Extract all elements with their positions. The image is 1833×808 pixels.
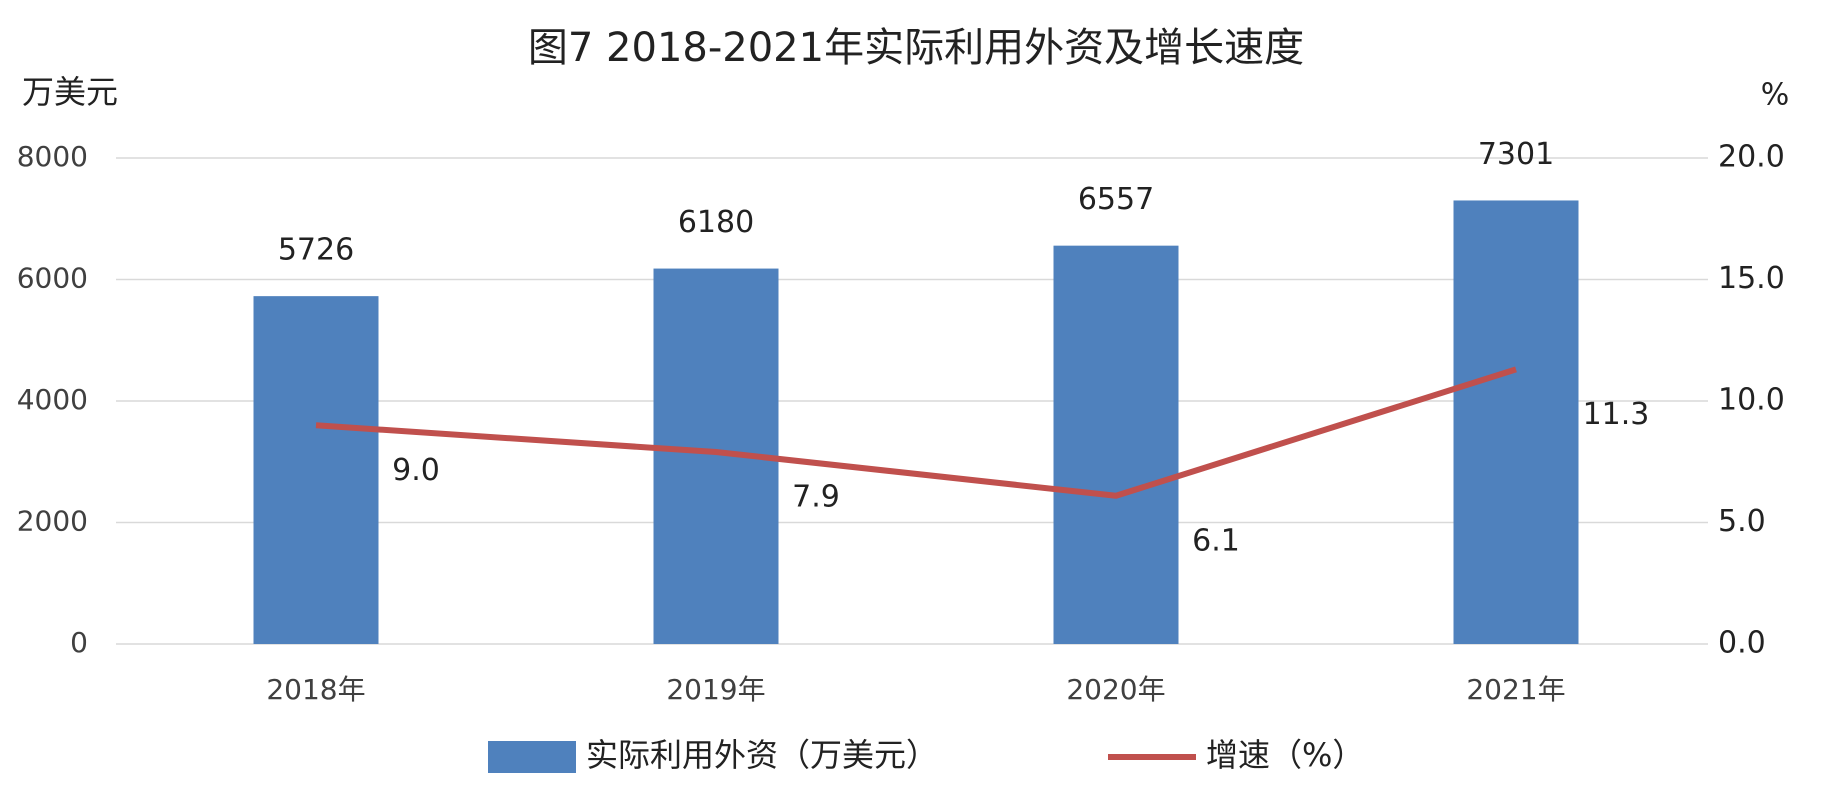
y-tick-label: 8000 — [17, 140, 88, 173]
x-tick-label: 2018年 — [266, 673, 365, 706]
data-label: 7301 — [1478, 137, 1554, 172]
bar — [1053, 245, 1179, 645]
bar — [253, 296, 379, 644]
y2-tick-label: 15.0 — [1718, 261, 1785, 296]
y-tick-label: 6000 — [17, 262, 88, 295]
y-tick-label: 2000 — [17, 505, 88, 538]
legend-label: 实际利用外资（万美元） — [586, 736, 938, 774]
data-label: 6.1 — [1192, 523, 1240, 558]
bar — [1453, 200, 1579, 645]
data-label: 9.0 — [392, 453, 440, 488]
data-label: 5726 — [278, 233, 354, 268]
legend-label: 增速（%） — [1206, 736, 1364, 774]
data-label: 11.3 — [1583, 397, 1650, 432]
data-label: 6557 — [1078, 182, 1154, 217]
data-label: 6180 — [678, 205, 754, 240]
y-axis-label: 万美元 — [22, 73, 118, 111]
y2-tick-label: 0.0 — [1718, 626, 1766, 661]
y2-tick-label: 10.0 — [1718, 383, 1785, 418]
y-tick-label: 0 — [70, 626, 88, 659]
x-tick-label: 2019年 — [666, 673, 765, 706]
x-tick-label: 2020年 — [1066, 673, 1165, 706]
y2-axis-label: % — [1761, 78, 1790, 113]
x-tick-label: 2021年 — [1466, 673, 1565, 706]
y2-tick-label: 5.0 — [1718, 504, 1766, 539]
legend-swatch — [488, 741, 576, 773]
line — [315, 366, 1517, 499]
data-label: 7.9 — [792, 480, 840, 515]
chart-title: 图7 2018-2021年实际利用外资及增长速度 — [528, 25, 1304, 71]
y-tick-label: 4000 — [17, 383, 88, 416]
y2-tick-label: 20.0 — [1718, 140, 1785, 175]
